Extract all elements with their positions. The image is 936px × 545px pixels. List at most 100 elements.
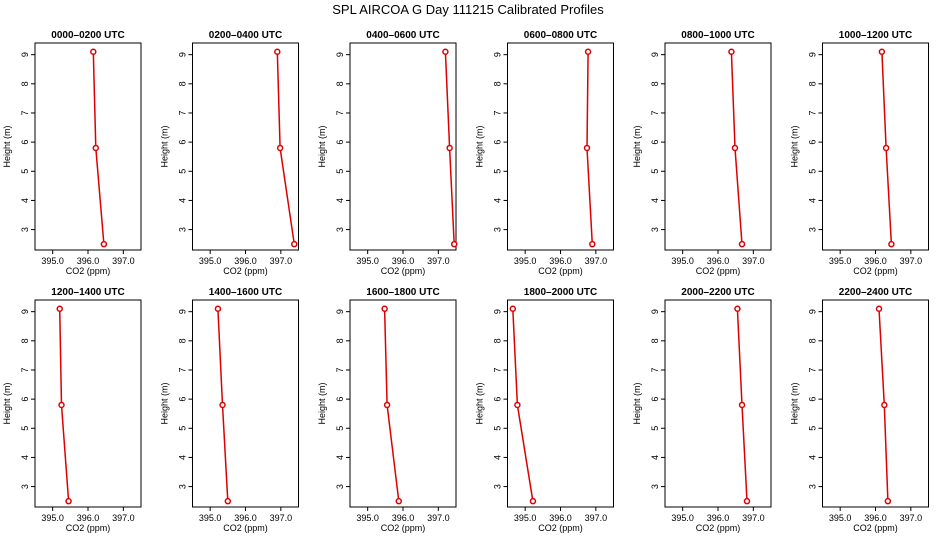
panel-11-ytick-label: 3 <box>650 484 660 489</box>
panel-10-title: 1800–2000 UTC <box>524 287 597 298</box>
panel-3-ytick-label: 7 <box>335 110 345 115</box>
panel-2-data-point <box>291 240 298 248</box>
panel-7-frame <box>34 299 142 508</box>
panel-4-data-point <box>584 48 592 55</box>
panel-1-xtick-label: 396.0 <box>77 256 100 266</box>
panel-6-xtick-label: 396.0 <box>864 256 887 266</box>
panel-11-ytick-label: 8 <box>650 338 660 343</box>
panel-12-data-point <box>884 497 892 505</box>
panel-12-ytick-label: 5 <box>808 426 818 431</box>
panel-7-data-point <box>56 305 63 312</box>
panel-4-ytick-label: 7 <box>493 110 503 115</box>
panel-2-ytick-label: 5 <box>178 169 188 174</box>
panel-6-data-point <box>878 48 886 55</box>
panel-7-ylabel: Height (m) <box>2 382 12 424</box>
panel-6-ytick-label: 6 <box>808 140 818 145</box>
panel-3-xtick-label: 397.0 <box>427 256 450 266</box>
panel-5-data-point <box>731 144 739 152</box>
panel-10-data-point <box>509 305 517 312</box>
panel-3-ytick-label: 6 <box>335 140 345 145</box>
panel-1-ytick-label: 3 <box>20 227 30 232</box>
panel-1-ytick-label: 7 <box>20 110 30 115</box>
panel-12-data-point <box>875 305 883 312</box>
panel-9-xtick-label: 397.0 <box>427 513 450 523</box>
panel-1-ytick-label: 5 <box>20 169 30 174</box>
panel-1-data-point <box>100 240 108 248</box>
panel-11-data-point <box>738 401 746 409</box>
panel-8-ytick-label: 9 <box>178 309 188 314</box>
panel-10-frame <box>507 299 614 508</box>
panel-7-data-point <box>65 497 72 505</box>
panel-4-ytick-label: 5 <box>493 169 503 174</box>
panel-3-ytick-label: 8 <box>335 81 345 86</box>
panel-5-xlabel: CO2 (ppm) <box>696 266 741 276</box>
panel-12-ytick-label: 9 <box>808 309 818 314</box>
panel-12-ytick-label: 4 <box>808 455 818 460</box>
panel-1-xtick-label: 395.0 <box>41 256 64 266</box>
panel-3-xtick-label: 395.0 <box>356 256 379 266</box>
panel-3-ytick-label: 3 <box>335 227 345 232</box>
panel-3-data-point <box>442 48 449 55</box>
panel-5-ytick-label: 7 <box>650 110 660 115</box>
panel-8-frame <box>192 299 299 508</box>
panel-6-ytick-label: 3 <box>808 227 818 232</box>
panel-11-ytick-label: 5 <box>650 426 660 431</box>
panel-5-xtick-label: 396.0 <box>707 256 730 266</box>
panel-8-xtick-label: 397.0 <box>270 513 293 523</box>
panel-5-ytick-label: 4 <box>650 198 660 203</box>
panel-8-data-point <box>219 401 226 409</box>
panel-6-xlabel: CO2 (ppm) <box>853 266 898 276</box>
panel-3-title: 0400–0600 UTC <box>366 30 439 41</box>
panel-2-ytick-label: 9 <box>178 52 188 57</box>
panel-3-xlabel: CO2 (ppm) <box>381 266 426 276</box>
panel-6-xtick-label: 395.0 <box>829 256 852 266</box>
panel-1-xtick-label: 397.0 <box>112 256 135 266</box>
panel-10-ytick-label: 9 <box>493 309 503 314</box>
panel-8-ytick-label: 5 <box>178 426 188 431</box>
panel-10-xtick-label: 397.0 <box>585 513 608 523</box>
panel-10-ytick-label: 4 <box>493 455 503 460</box>
panel-12-ytick-label: 8 <box>808 338 818 343</box>
panel-10-ytick-label: 3 <box>493 484 503 489</box>
panel-6-frame <box>822 42 929 251</box>
panel-4-ytick-label: 6 <box>493 140 503 145</box>
panel-8-ytick-label: 4 <box>178 455 188 460</box>
panel-12-frame <box>822 299 929 508</box>
panel-11-xtick-label: 397.0 <box>742 513 765 523</box>
panel-1-ylabel: Height (m) <box>2 125 12 167</box>
panel-10-data-point <box>514 401 521 409</box>
panel-4-xtick-label: 395.0 <box>514 256 537 266</box>
panel-2-xtick-label: 397.0 <box>270 256 293 266</box>
panel-9-data-point <box>395 497 403 505</box>
panel-1-xlabel: CO2 (ppm) <box>66 266 111 276</box>
panel-11-frame <box>664 299 772 508</box>
panel-10-data-point <box>529 497 537 505</box>
panel-11-ylabel: Height (m) <box>632 382 642 424</box>
panel-10-xtick-label: 396.0 <box>549 513 572 523</box>
panel-11-ytick-label: 9 <box>650 309 660 314</box>
panel-2-ytick-label: 6 <box>178 140 188 145</box>
panel-5-ytick-label: 8 <box>650 81 660 86</box>
panel-6-ytick-label: 5 <box>808 169 818 174</box>
panel-1-ytick-label: 6 <box>20 140 30 145</box>
panel-8-ytick-label: 6 <box>178 397 188 402</box>
panel-10-ytick-label: 7 <box>493 367 503 372</box>
panel-6-ytick-label: 8 <box>808 81 818 86</box>
panel-9-data-point <box>383 401 391 409</box>
panel-5-xtick-label: 395.0 <box>671 256 694 266</box>
panel-5-xtick-label: 397.0 <box>742 256 765 266</box>
panel-12-xlabel: CO2 (ppm) <box>853 523 898 533</box>
panel-3-ytick-label: 4 <box>335 198 345 203</box>
panel-7-xlabel: CO2 (ppm) <box>66 523 111 533</box>
panel-6-data-point <box>888 240 895 248</box>
panel-5-title: 0800–1000 UTC <box>681 30 754 41</box>
panel-6-ylabel: Height (m) <box>790 125 800 167</box>
panel-8-ytick-label: 3 <box>178 484 188 489</box>
panel-1-frame <box>34 42 142 251</box>
panel-9-ytick-label: 3 <box>335 484 345 489</box>
panel-9-ytick-label: 4 <box>335 455 345 460</box>
panel-1-data-point <box>90 48 97 55</box>
panel-5-ytick-label: 6 <box>650 140 660 145</box>
panel-9-ytick-label: 6 <box>335 397 345 402</box>
